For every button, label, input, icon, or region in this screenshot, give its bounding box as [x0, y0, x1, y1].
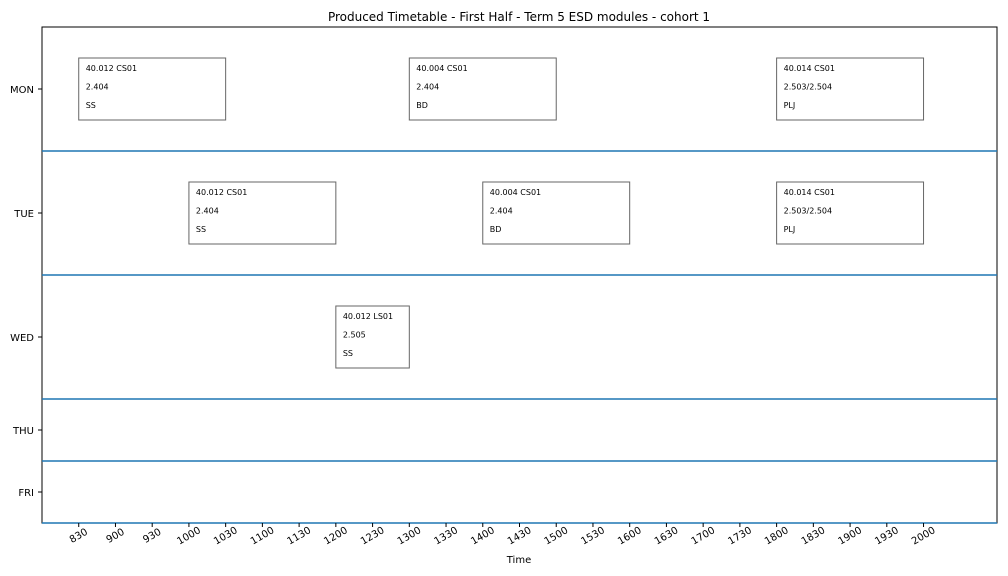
session-text: 40.012 CS01 [196, 188, 247, 197]
x-tick-label: 1300 [396, 525, 424, 547]
session-text: 2.404 [86, 83, 109, 92]
x-tick-label: 1930 [873, 525, 901, 547]
session-text: 2.503/2.504 [784, 83, 833, 92]
session-box-border [776, 181, 925, 245]
session-text: 2.404 [416, 83, 439, 92]
chart-title: Produced Timetable - First Half - Term 5… [328, 10, 710, 24]
session-box: 40.014 CS01 2.503/2.504 PLJ [776, 181, 925, 245]
session-text: PLJ [784, 101, 796, 110]
x-tick-label: 1200 [322, 525, 350, 547]
plot-area: MON TUE WED THU FRI 830 900 930 1000 1030 1100 1130… [10, 26, 998, 547]
session-box: 40.012 CS01 2.404 SS [78, 57, 227, 121]
session-text: 2.505 [343, 331, 366, 340]
x-tick-label: 1800 [763, 525, 791, 547]
session-text: 40.014 CS01 [784, 64, 835, 73]
session-box-border [776, 57, 925, 121]
session-text: SS [343, 349, 353, 358]
x-tick-label: 1400 [469, 525, 497, 547]
session-box: 40.004 CS01 2.404 BD [482, 181, 631, 245]
y-tick-label: FRI [18, 488, 34, 499]
x-tick-label: 1030 [212, 525, 240, 547]
session-box-border [335, 305, 410, 369]
session-text: 40.012 LS01 [343, 312, 393, 321]
session-box: 40.014 CS01 2.503/2.504 PLJ [776, 57, 925, 121]
y-tick-label: THU [12, 426, 34, 437]
x-tick-label: 1530 [579, 525, 607, 547]
x-tick-label: 1730 [726, 525, 754, 547]
y-tick-label: WED [10, 333, 34, 344]
session-box-border [188, 181, 337, 245]
x-tick-label: 1330 [432, 525, 460, 547]
session-text: BD [490, 225, 502, 234]
session-text: SS [196, 225, 206, 234]
x-tick-label: 1630 [653, 525, 681, 547]
x-tick-label: 830 [68, 527, 90, 546]
x-tick-label: 1900 [837, 525, 865, 547]
session-box-border [78, 57, 227, 121]
x-tick-label: 1130 [286, 525, 314, 547]
session-text: 2.503/2.504 [784, 207, 833, 216]
session-text: 2.404 [490, 207, 513, 216]
x-axis-label: Time [506, 555, 531, 566]
x-tick-label: 1430 [506, 525, 534, 547]
x-tick-label: 1700 [690, 525, 718, 547]
y-tick-label: TUE [13, 209, 34, 220]
x-tick-label: 1830 [800, 525, 828, 547]
session-box-border [482, 181, 631, 245]
x-tick-label: 1230 [359, 525, 387, 547]
session-text: SS [86, 101, 96, 110]
session-text: BD [416, 101, 428, 110]
session-box-border [408, 57, 557, 121]
x-tick-label: 2000 [910, 525, 938, 547]
x-tick-label: 1500 [543, 525, 571, 547]
x-tick-label: 1100 [249, 525, 277, 547]
session-box: 40.012 CS01 2.404 SS [188, 181, 337, 245]
session-box: 40.012 LS01 2.505 SS [335, 305, 410, 369]
x-tick-label: 1600 [616, 525, 644, 547]
x-tick-label: 930 [141, 527, 163, 546]
x-tick-label: 1000 [175, 525, 203, 547]
session-text: 2.404 [196, 207, 219, 216]
session-text: PLJ [784, 225, 796, 234]
session-text: 40.004 CS01 [416, 64, 467, 73]
session-text: 40.004 CS01 [490, 188, 541, 197]
x-tick-label: 900 [105, 527, 127, 546]
session-text: 40.014 CS01 [784, 188, 835, 197]
session-text: 40.012 CS01 [86, 64, 137, 73]
y-tick-label: MON [10, 85, 34, 96]
session-box: 40.004 CS01 2.404 BD [408, 57, 557, 121]
